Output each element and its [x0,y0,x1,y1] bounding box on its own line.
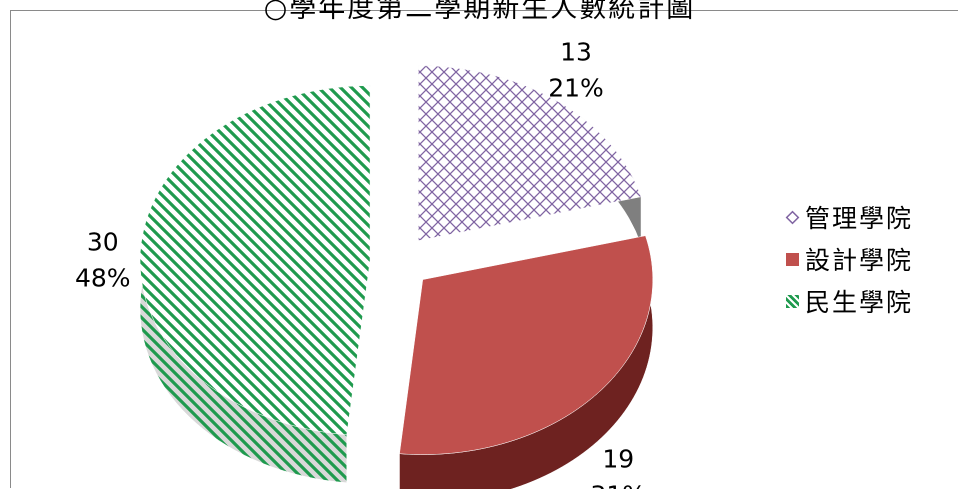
data-label-percent: 48% [75,264,131,293]
legend-swatch-grid-icon [785,210,800,224]
data-label-value: 30 [87,228,119,257]
pie-slice-top [139,85,371,436]
legend-item-design: 設計學院 [786,238,913,280]
pie-slice-top [399,235,653,455]
data-label-value: 13 [560,38,592,67]
data-label-value: 19 [602,444,634,473]
pie-slice [139,85,371,484]
chart-legend: 管理學院 設計學院 民生學院 [785,196,913,322]
legend-swatch-stripe-icon [786,294,799,308]
pie-slices [139,65,653,489]
legend-item-management: 管理學院 [785,196,913,238]
chart-frame [10,10,958,488]
data-label-percent: 21% [548,74,604,103]
pie-slice [399,235,653,489]
data-labels: 13 21% 19 31% 30 48% [75,38,646,489]
pie-slice [418,65,642,245]
pie-slice-top [418,65,642,241]
data-label-percent: 31% [590,480,646,489]
chart-title: ○學年度第二學期新生人數統計圖 [263,0,696,24]
legend-item-livelihood: 民生學院 [786,280,913,322]
legend-swatch-red-icon [786,252,799,266]
